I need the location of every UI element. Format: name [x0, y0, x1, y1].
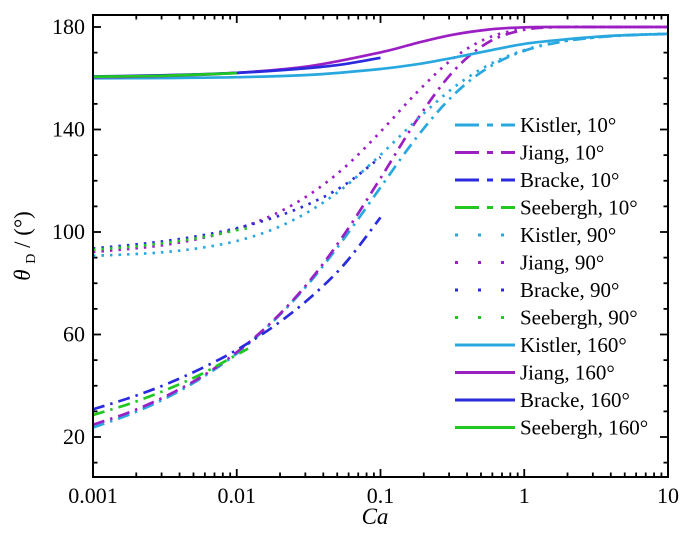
legend-item-seebergh-10: Seebergh, 10° — [455, 196, 638, 220]
y-axis-label-units: / (°) — [10, 211, 35, 248]
legend-label-bracke-10: Bracke, 10° — [520, 168, 619, 192]
y-axis-label-theta: θ — [10, 269, 35, 280]
curve-seebergh-160 — [94, 71, 237, 79]
legend-label-seebergh-90: Seebergh, 90° — [520, 306, 638, 330]
legend-label-bracke-90: Bracke, 90° — [520, 278, 619, 302]
x-axis-label: Ca — [362, 504, 389, 529]
curve-jiang-10 — [94, 25, 667, 426]
legend-item-bracke-160: Bracke, 160° — [455, 388, 630, 412]
x-tick-label: 0.01 — [218, 483, 257, 508]
curve-kistler-10 — [94, 32, 667, 429]
curve-seebergh-10 — [94, 347, 249, 417]
legend-item-jiang-90: Jiang, 90° — [455, 251, 604, 275]
legend-item-kistler-160: Kistler, 160° — [455, 333, 627, 357]
legend-item-kistler-90: Kistler, 90° — [455, 223, 616, 247]
legend-item-jiang-160: Jiang, 160° — [455, 361, 615, 385]
legend-item-bracke-10: Bracke, 10° — [455, 168, 619, 192]
legend-label-kistler-160: Kistler, 160° — [520, 333, 627, 357]
y-tick-label: 180 — [52, 14, 85, 39]
legend-item-jiang-10: Jiang, 10° — [455, 141, 604, 165]
legend-label-seebergh-160: Seebergh, 160° — [520, 416, 648, 440]
curves-group — [94, 25, 667, 429]
legend-item-seebergh-90: Seebergh, 90° — [455, 306, 638, 330]
legend: Kistler, 10° Jiang, 10° Bracke, 10° Seeberg… — [455, 113, 648, 440]
legend-item-bracke-90: Bracke, 90° — [455, 278, 619, 302]
axis-tick-labels: 0.001 0.01 0.1 1 10 20 60 100 140 180 — [52, 14, 679, 508]
x-tick-label: 1 — [519, 483, 530, 508]
legend-label-bracke-160: Bracke, 160° — [520, 388, 630, 412]
y-tick-label: 100 — [52, 219, 85, 244]
y-axis-label: θ D / (°) — [10, 211, 40, 281]
legend-label-kistler-10: Kistler, 10° — [520, 113, 616, 137]
legend-item-seebergh-160: Seebergh, 160° — [455, 416, 648, 440]
legend-label-jiang-160: Jiang, 160° — [520, 361, 615, 385]
legend-item-kistler-10: Kistler, 10° — [455, 113, 616, 137]
y-tick-label: 140 — [52, 117, 85, 142]
legend-label-jiang-10: Jiang, 10° — [520, 141, 604, 165]
x-tick-label: 10 — [657, 483, 679, 508]
legend-label-jiang-90: Jiang, 90° — [520, 251, 604, 275]
x-tick-label: 0.001 — [68, 483, 118, 508]
legend-label-seebergh-10: Seebergh, 10° — [520, 196, 638, 220]
y-tick-label: 60 — [63, 322, 85, 347]
y-tick-label: 20 — [63, 424, 85, 449]
curve-bracke-90 — [94, 156, 382, 250]
y-axis-label-subscript: D — [24, 254, 39, 264]
legend-label-kistler-90: Kistler, 90° — [520, 223, 616, 247]
curve-kistler-160 — [94, 32, 667, 80]
x-tick-label: 0.1 — [367, 483, 395, 508]
curve-seebergh-90 — [94, 226, 249, 251]
axis-ticks — [92, 15, 669, 477]
